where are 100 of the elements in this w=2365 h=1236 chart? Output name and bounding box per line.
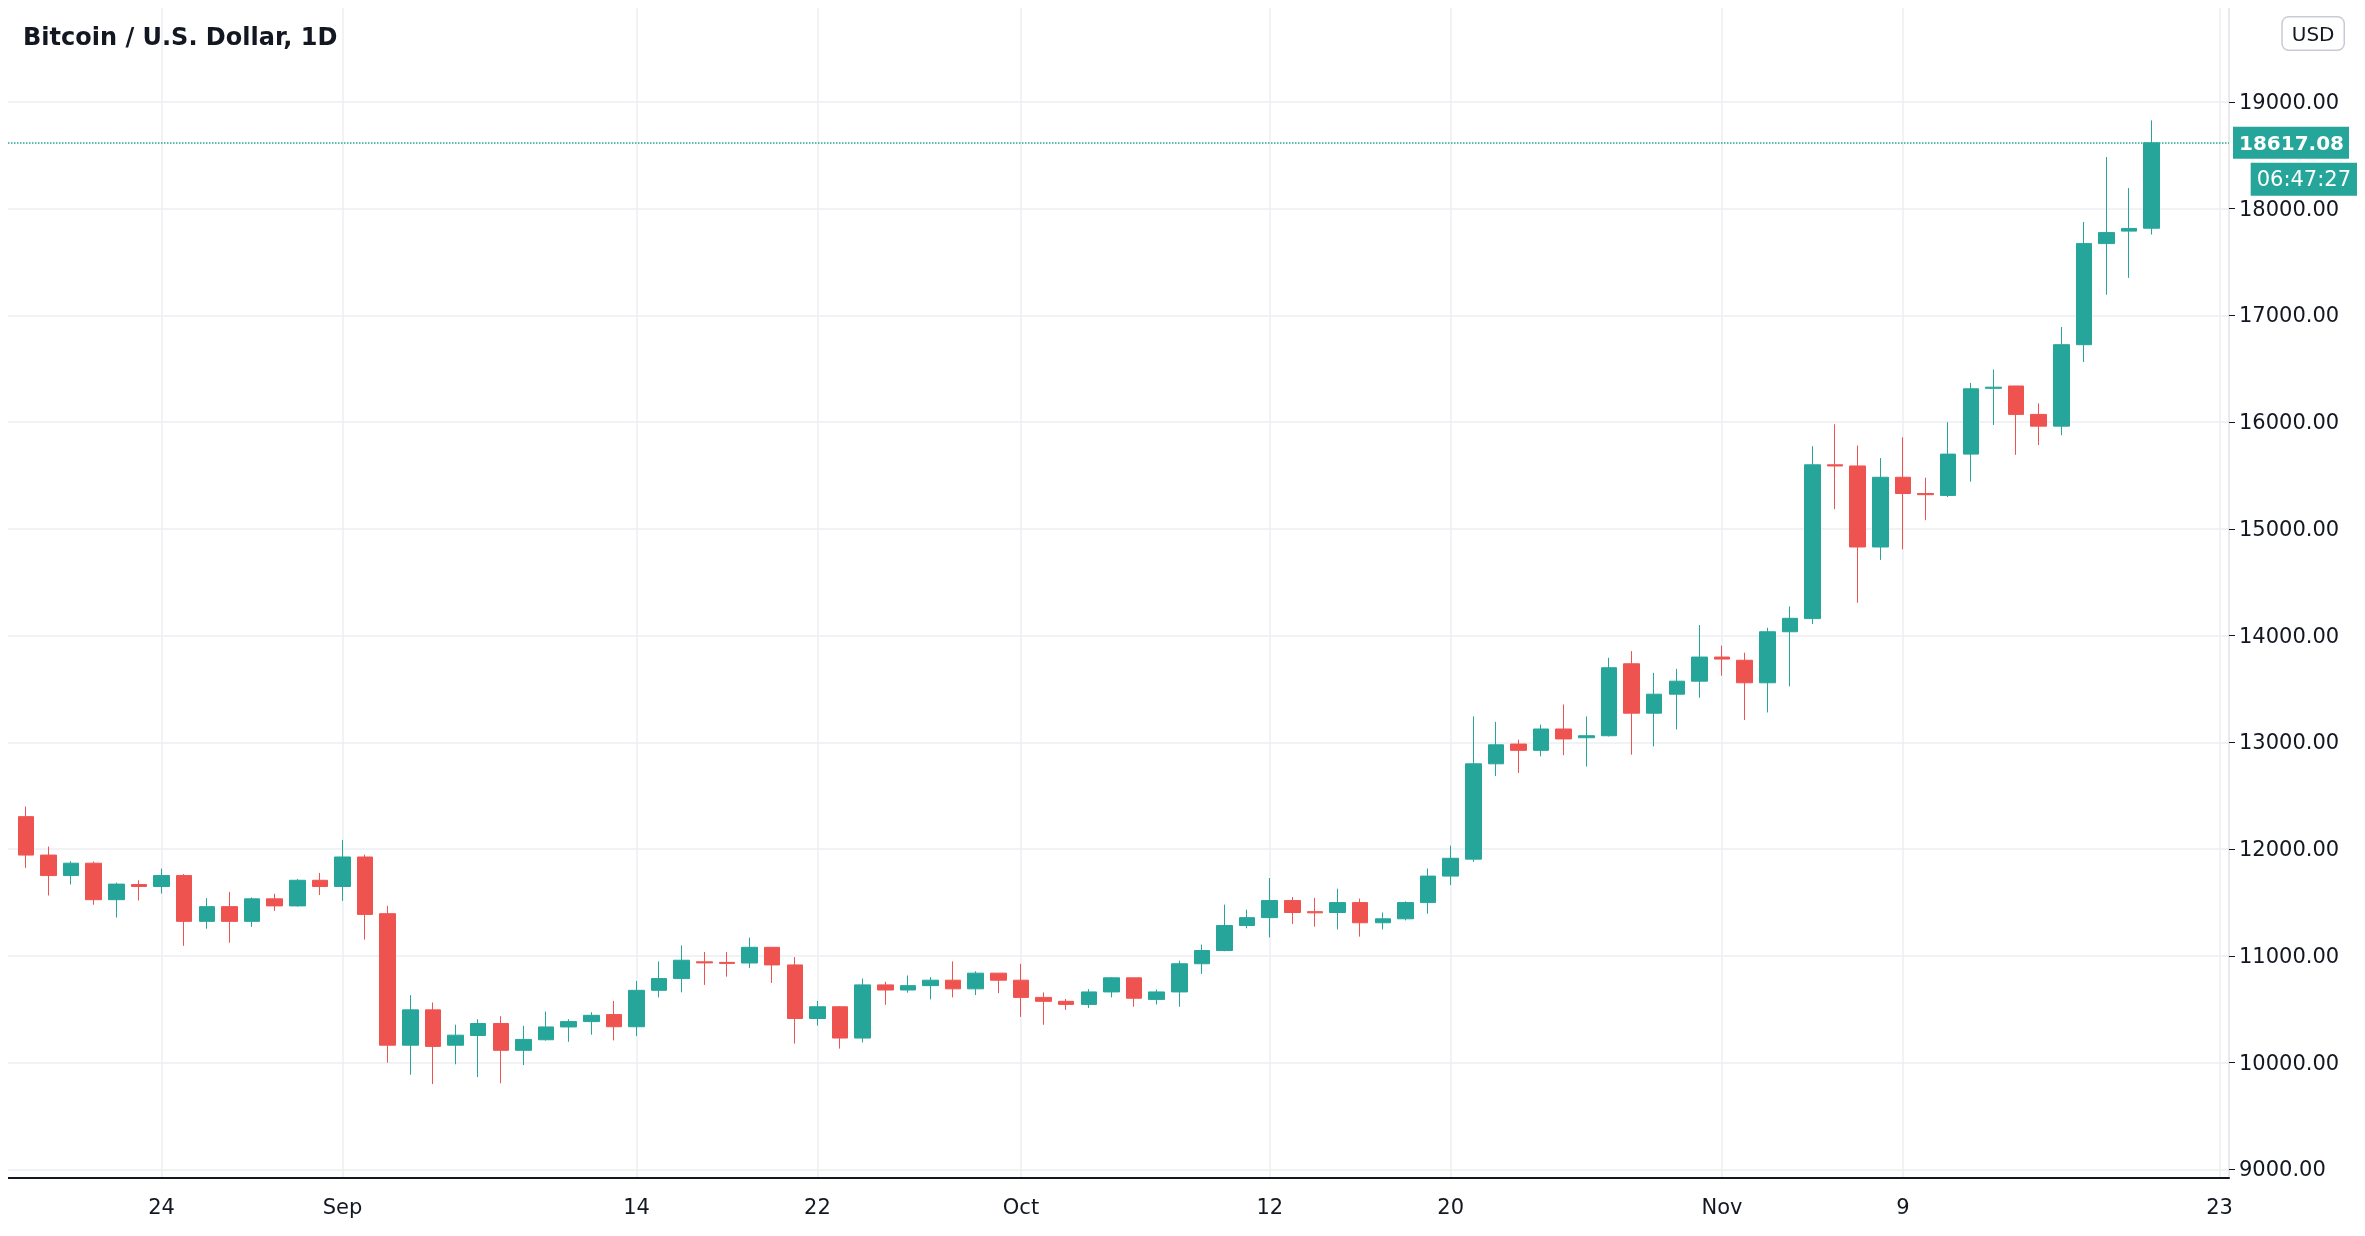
candlestick [2121, 187, 2137, 279]
text: USD [2291, 21, 2335, 46]
candlestick [1465, 715, 1482, 863]
candlestick [606, 1000, 622, 1041]
candlestick [2008, 385, 2024, 456]
x-tick-label: Oct [1002, 1194, 1040, 1219]
candlestick [153, 868, 170, 895]
candlestick [1239, 909, 1255, 929]
candlestick [1216, 904, 1233, 952]
candlestick [1895, 436, 1911, 550]
candlestick [2076, 221, 2092, 363]
candlestick [244, 896, 260, 928]
candlestick [1555, 703, 1572, 756]
y-tick-label: 9000.00 [2239, 1157, 2326, 1182]
candlestick [266, 893, 283, 912]
candlestick [1352, 898, 1368, 938]
candlestick [1646, 672, 1662, 747]
candlestick [1397, 900, 1414, 921]
candlestick [1782, 605, 1798, 687]
text: Bitcoin / U.S. Dollar, 1D [23, 23, 338, 51]
candlestick [696, 951, 713, 986]
y-tick-label: 11000.00 [2239, 943, 2340, 968]
y-tick-label: 10000.00 [2239, 1050, 2340, 1075]
y-tick-label: 15000.00 [2239, 516, 2340, 541]
candlestick [1601, 657, 1617, 737]
candlestick [402, 994, 419, 1076]
candlestick [221, 891, 238, 944]
candlestick [63, 860, 79, 886]
candlestick [560, 1018, 577, 1043]
candlestick [40, 846, 57, 896]
candlestick [1375, 912, 1391, 930]
candlestick [515, 1025, 532, 1066]
candlestick [1103, 976, 1120, 998]
candlestick [470, 1018, 486, 1078]
candlestick [1329, 888, 1346, 930]
candlestick [1669, 668, 1685, 730]
candlestick [1872, 457, 1889, 561]
candlestick [1171, 960, 1188, 1008]
candlestick [990, 972, 1007, 994]
candlestick [1194, 944, 1210, 975]
candlestick [1148, 989, 1165, 1005]
candlestick [877, 981, 894, 1006]
y-tick-label: 17000.00 [2239, 303, 2340, 328]
candlestick [2098, 156, 2115, 296]
y-tick-label: 12000.00 [2239, 837, 2340, 862]
candlestick [85, 861, 102, 906]
candlestick [1261, 877, 1278, 938]
candlestick [1940, 421, 1956, 498]
y-tick-label: 18000.00 [2239, 196, 2340, 221]
x-tick-label: 9 [1896, 1194, 1910, 1219]
candlestick [1126, 977, 1142, 1008]
candlestick [131, 879, 147, 901]
candlestick [1510, 739, 1527, 774]
candlestick [357, 854, 373, 941]
y-tick-label: 16000.00 [2239, 410, 2340, 435]
x-tick-label: Sep [322, 1194, 363, 1219]
candlestick [1488, 721, 1504, 777]
candlestick [673, 944, 690, 993]
candlestick [854, 978, 871, 1043]
candlestick [538, 1010, 554, 1042]
candlestick [1963, 382, 1979, 483]
candlestick [18, 806, 34, 869]
candlestick [1985, 368, 2002, 426]
candlestick [1081, 988, 1097, 1009]
candlestick [832, 1005, 848, 1050]
ref-line-label: 18617.08 [2239, 130, 2345, 155]
candlestick [289, 878, 306, 908]
x-tick-label: 23 [2206, 1194, 2233, 1219]
candlestick [2053, 326, 2070, 436]
candlestick [425, 1002, 441, 1085]
text: 06:47:27 [2256, 167, 2352, 192]
candlestick [922, 976, 939, 1000]
candlestick [900, 974, 916, 994]
candlestick [1759, 627, 1776, 713]
candlestick [379, 905, 396, 1064]
candlestick [1420, 868, 1436, 915]
candlestick [312, 872, 328, 896]
x-tick-label: 20 [1437, 1194, 1465, 1219]
x-tick-label: 12 [1256, 1194, 1284, 1219]
candlestick [1917, 477, 1934, 521]
candlestick [741, 937, 758, 969]
candlestick [1307, 897, 1323, 928]
x-tick-label: Nov [1701, 1194, 1743, 1219]
candlestick [1849, 444, 1866, 604]
candlestick [1058, 998, 1074, 1011]
candlestick [1804, 445, 1821, 625]
candlestick [1691, 624, 1708, 699]
candlestick [945, 960, 961, 998]
x-tick-label: 14 [623, 1194, 650, 1219]
candlestick [1533, 724, 1549, 757]
candlestick [967, 970, 984, 996]
y-tick-label: 19000.00 [2239, 89, 2340, 114]
y-tick-label: 14000.00 [2239, 623, 2340, 648]
candlestick [1736, 652, 1753, 721]
candlestick [1442, 845, 1459, 886]
candlestick [1284, 896, 1301, 925]
candlestick [1714, 645, 1730, 677]
candlestick [787, 956, 803, 1045]
candlestick [176, 873, 192, 947]
candlestick [1035, 991, 1052, 1026]
